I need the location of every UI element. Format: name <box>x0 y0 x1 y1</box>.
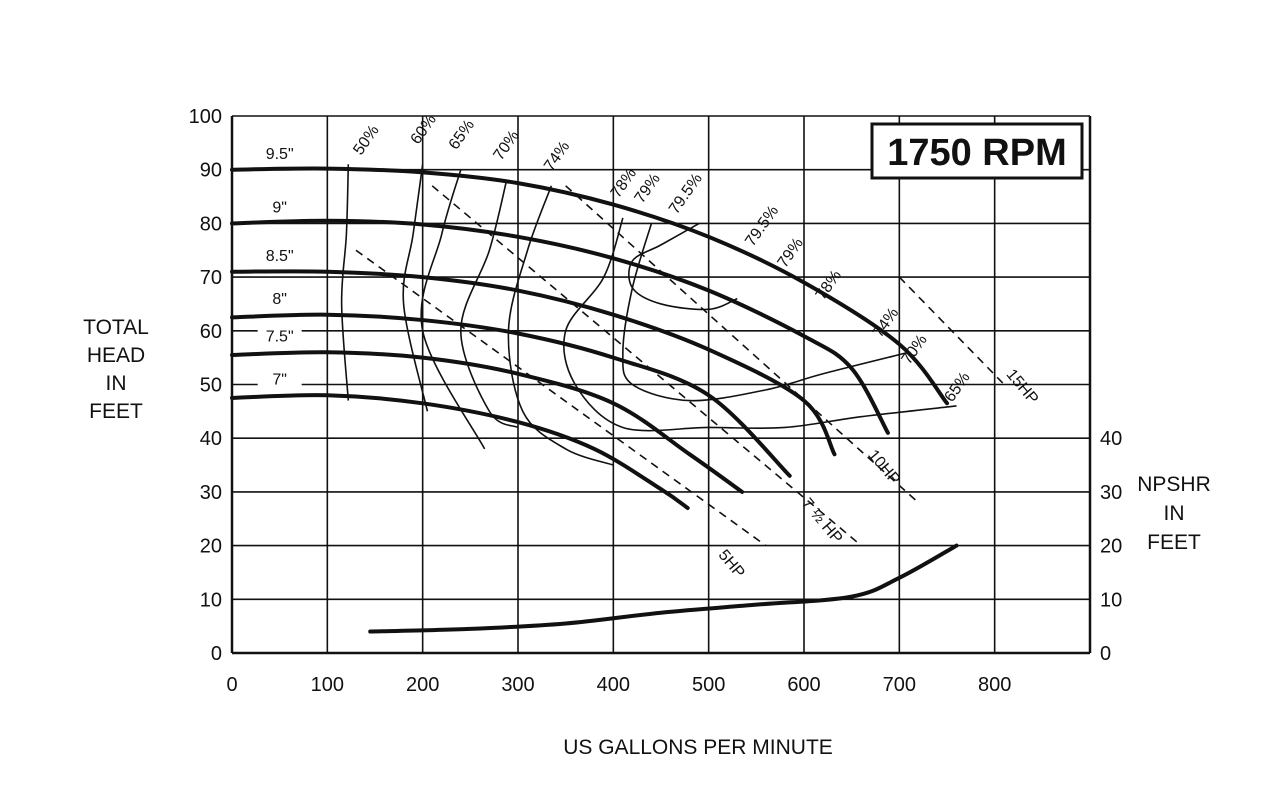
y-tick-label: 100 <box>189 106 222 128</box>
y-tick-label: 80 <box>200 213 222 235</box>
annotation-label: 8.5" <box>266 248 294 265</box>
x-tick-label: 0 <box>226 674 237 696</box>
efficiency-curve <box>420 169 486 450</box>
power-line <box>898 276 1005 386</box>
x-tick-label: 700 <box>883 674 916 696</box>
x-tick-label: 100 <box>311 674 344 696</box>
x-tick-label: 600 <box>787 674 820 696</box>
power-line <box>565 185 919 504</box>
y-tick-label: 30 <box>200 482 222 504</box>
impeller-curve <box>230 218 890 435</box>
annotation-backdrop <box>257 245 302 266</box>
rpm-box: 1750 RPM <box>870 122 1084 180</box>
x-tick-label: 400 <box>597 674 630 696</box>
x-tick-label: 500 <box>692 674 725 696</box>
annotation-label: 10HP <box>864 447 903 489</box>
annotation-label: 65% <box>941 369 973 405</box>
annotation-backdrop <box>257 143 302 164</box>
annotation-backdrop <box>257 369 302 390</box>
annotation-backdrop <box>257 288 302 309</box>
y-tick-label: 70 <box>200 267 222 289</box>
efficiency-curve <box>563 217 957 432</box>
y2-tick-label: 40 <box>1100 428 1122 450</box>
y2-tick-label: 0 <box>1100 643 1111 665</box>
annotation-label: 79% <box>775 235 807 271</box>
y-axis-title-line-3: IN <box>106 372 127 395</box>
impeller-curve <box>230 166 949 406</box>
y-tick-label: 20 <box>200 536 222 558</box>
annotation-label: 7 ½ HP <box>798 495 845 547</box>
annotation-label: 50% <box>350 122 382 158</box>
efficiency-curve <box>628 222 738 311</box>
annotation-label: 60% <box>408 112 440 148</box>
series <box>230 164 1005 634</box>
y2-tick-label: 20 <box>1100 536 1122 558</box>
annotation-backdrop <box>257 197 302 218</box>
annotation-label: 70% <box>899 332 931 368</box>
power-line <box>431 185 862 547</box>
annotation-label: 7.5" <box>266 329 294 346</box>
annotation-label: 9.5" <box>266 146 294 163</box>
y2-tick-label: 30 <box>1100 482 1122 504</box>
x-tick-label: 200 <box>406 674 439 696</box>
annotation-backdrop <box>257 326 302 347</box>
y-tick-label: 40 <box>200 428 222 450</box>
y-tick-label: 0 <box>211 643 222 665</box>
y2-tick-label: 10 <box>1100 589 1122 611</box>
axes: 0 100 200 300 400 500 600 700 800010203040506070… <box>189 106 1123 696</box>
impeller-curve <box>230 393 690 511</box>
impeller-curve <box>230 269 837 457</box>
chart-title: 1750 RPM <box>887 132 1067 174</box>
annotation-label: 7" <box>272 372 287 389</box>
annotation-label: 74% <box>870 305 902 341</box>
labels: 9.5"9"8.5"8"7.5"7"50% 60% 65% 70% 74%78%79% 7… <box>257 112 1042 582</box>
x-tick-label: 800 <box>978 674 1011 696</box>
npshr-curve <box>368 543 959 634</box>
annotation-label: 65% <box>446 117 478 153</box>
y-axis-title-line-4: FEET <box>89 400 143 423</box>
y-tick-label: 10 <box>200 589 222 611</box>
y2-axis-title-line-2: IN <box>1164 502 1185 525</box>
x-tick-label: 300 <box>501 674 534 696</box>
impeller-curve <box>230 312 792 478</box>
annotation-label: 9" <box>272 200 287 217</box>
annotation-label: 5HP <box>715 547 748 582</box>
y2-axis-title-line-3: FEET <box>1147 531 1201 554</box>
annotation-label: 79.5% <box>666 171 706 218</box>
y2-axis-title-line-1: NPSHR <box>1137 473 1211 496</box>
power-line <box>355 249 767 547</box>
y-tick-label: 50 <box>200 375 222 397</box>
annotation-label: 15HP <box>1003 366 1042 408</box>
y-axis-title: TOTAL HEAD IN FEET <box>83 316 149 423</box>
annotation-label: 8" <box>272 291 287 308</box>
y-tick-label: 90 <box>200 160 222 182</box>
y2-axis-title: NPSHR IN FEET <box>1137 473 1211 554</box>
annotation-label: 78% <box>813 267 845 303</box>
efficiency-curve <box>340 164 350 401</box>
impeller-curve <box>230 350 745 494</box>
x-axis-title: US GALLONS PER MINUTE <box>563 736 833 759</box>
y-axis-title-line-1: TOTAL <box>83 316 149 339</box>
annotation-label: 79.5% <box>742 203 782 250</box>
y-axis-title-line-2: HEAD <box>87 344 145 367</box>
efficiency-curve <box>621 223 910 402</box>
y-tick-label: 60 <box>200 321 222 343</box>
